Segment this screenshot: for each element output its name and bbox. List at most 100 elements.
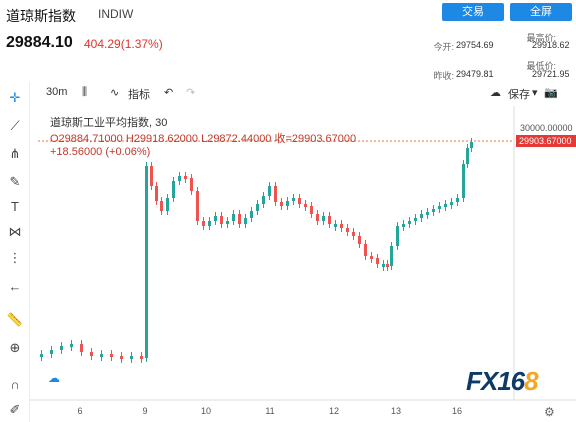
- candle-body: [364, 244, 367, 256]
- candle-body: [322, 216, 325, 221]
- candlestick-chart[interactable]: 30000.00000 29903.67000 6 9 10 11 12 13 16 ⚙ ☁: [30, 106, 576, 422]
- cloud-icon[interactable]: ☁: [490, 87, 501, 99]
- high-value: 29918.62: [532, 40, 570, 50]
- measure-levels-icon[interactable]: ⋮: [8, 250, 22, 265]
- quote-header: 道琼斯指数 INDIW 交易 全屏 29884.10 404.29(1.37%)…: [0, 0, 576, 82]
- candle-type-icon[interactable]: ⫼: [82, 86, 88, 98]
- candle-body: [408, 221, 411, 224]
- candle-body: [178, 176, 181, 181]
- brush-icon[interactable]: ✎: [9, 174, 21, 189]
- candle-body: [202, 221, 205, 226]
- zoom-icon[interactable]: ⊕: [9, 340, 21, 355]
- indicator-button[interactable]: 指标: [128, 89, 150, 101]
- candle-body: [286, 201, 289, 206]
- candle-body: [120, 356, 123, 359]
- candle-body: [145, 166, 148, 358]
- candle-body: [190, 178, 193, 191]
- pattern-icon[interactable]: ⋈: [8, 224, 22, 239]
- back-arrow-icon[interactable]: ←: [8, 278, 22, 294]
- prev-close-value: 29479.81: [456, 69, 494, 79]
- candle-body: [166, 198, 169, 211]
- time-tick-label: 16: [452, 406, 462, 416]
- candle-body: [432, 209, 435, 212]
- candle-body: [390, 246, 393, 266]
- candle-body: [352, 232, 355, 236]
- time-tick-label: 9: [142, 406, 147, 416]
- magnet-icon[interactable]: ∩: [10, 376, 20, 392]
- candle-body: [316, 214, 319, 221]
- candle-body: [462, 164, 465, 198]
- candle-body: [100, 354, 103, 357]
- candle-body: [376, 258, 379, 264]
- undo-icon[interactable]: ↶: [164, 87, 174, 99]
- ruler-icon[interactable]: 📏: [6, 312, 24, 327]
- candle-body: [60, 346, 63, 350]
- time-tick-label: 6: [77, 406, 82, 416]
- candle-body: [456, 198, 459, 202]
- candle-body: [208, 221, 211, 226]
- candle-body: [280, 202, 283, 206]
- candle-body: [328, 216, 331, 224]
- candle-body: [150, 166, 153, 186]
- open-label: 今开:: [433, 42, 454, 52]
- chart-legend-title: 道琼斯工业平均指数, 30: [50, 117, 168, 129]
- fib-icon[interactable]: ⋔: [9, 146, 21, 161]
- drawing-toolbar: ✛ ⟋ ⋔ ✎ T ⋈ ⋮ ← 📏 ⊕ ∩ ✐: [0, 82, 30, 422]
- candle-body: [414, 218, 417, 221]
- fx168-logo: FX168: [466, 366, 539, 396]
- indicator-icon[interactable]: ∿: [110, 87, 120, 99]
- candle-body: [292, 198, 295, 201]
- candle-body: [155, 186, 158, 201]
- candle-body: [382, 264, 385, 267]
- time-tick-label: 11: [265, 406, 274, 416]
- interval-selector[interactable]: 30m: [46, 86, 68, 98]
- save-button[interactable]: 保存: [508, 89, 530, 101]
- price-change: 404.29(1.37%): [84, 37, 163, 51]
- candle-body: [80, 344, 83, 352]
- candle-body: [220, 216, 223, 224]
- candle-body: [196, 191, 199, 221]
- time-tick-label: 10: [201, 406, 211, 416]
- last-price-axis-label: 29903.67000: [519, 136, 572, 146]
- candle-body: [50, 350, 53, 354]
- settings-gear-icon: ⚙: [544, 405, 555, 419]
- candle-body: [420, 214, 423, 218]
- candle-body: [444, 204, 447, 207]
- text-icon[interactable]: T: [11, 198, 19, 214]
- candle-body: [334, 224, 337, 227]
- candle-body: [250, 211, 253, 218]
- candle-body: [370, 256, 373, 259]
- candle-body: [214, 216, 217, 221]
- candle-body: [470, 142, 473, 148]
- redo-icon[interactable]: ↷: [186, 87, 196, 99]
- camera-icon[interactable]: 📷: [544, 87, 558, 99]
- candle-body: [226, 221, 229, 224]
- candle-body: [110, 354, 113, 357]
- candle-body: [40, 354, 43, 357]
- crosshair-icon[interactable]: ✛: [9, 90, 21, 105]
- low-value: 29721.95: [532, 69, 570, 79]
- candle-body: [140, 356, 143, 359]
- open-value: 29754.69: [456, 40, 494, 50]
- save-dropdown-icon[interactable]: ▾: [532, 87, 538, 99]
- candle-body: [262, 196, 265, 204]
- fullscreen-button[interactable]: 全屏: [510, 3, 572, 21]
- price-tick-label: 30000.00000: [520, 123, 573, 133]
- candle-body: [426, 212, 429, 215]
- candle-body: [298, 198, 301, 204]
- chart-toolbar: 30m ⫼ ∿ 指标 ↶ ↷ ☁ 保存 ▾ 📷: [30, 82, 576, 106]
- lock-draw-icon[interactable]: ✐: [9, 402, 21, 417]
- cloud-sync-icon: ☁: [48, 371, 60, 385]
- candle-body: [256, 204, 259, 211]
- trade-button[interactable]: 交易: [442, 3, 504, 21]
- trendline-icon[interactable]: ⟋: [10, 118, 20, 133]
- instrument-code: INDIW: [98, 7, 134, 21]
- low-label: 最低价:: [526, 61, 556, 71]
- candle-body: [244, 218, 247, 224]
- candle-body: [396, 226, 399, 246]
- candle-body: [438, 206, 441, 209]
- candle-body: [274, 186, 277, 202]
- candle-body: [358, 236, 361, 244]
- candle-body: [450, 202, 453, 205]
- candle-body: [172, 181, 175, 198]
